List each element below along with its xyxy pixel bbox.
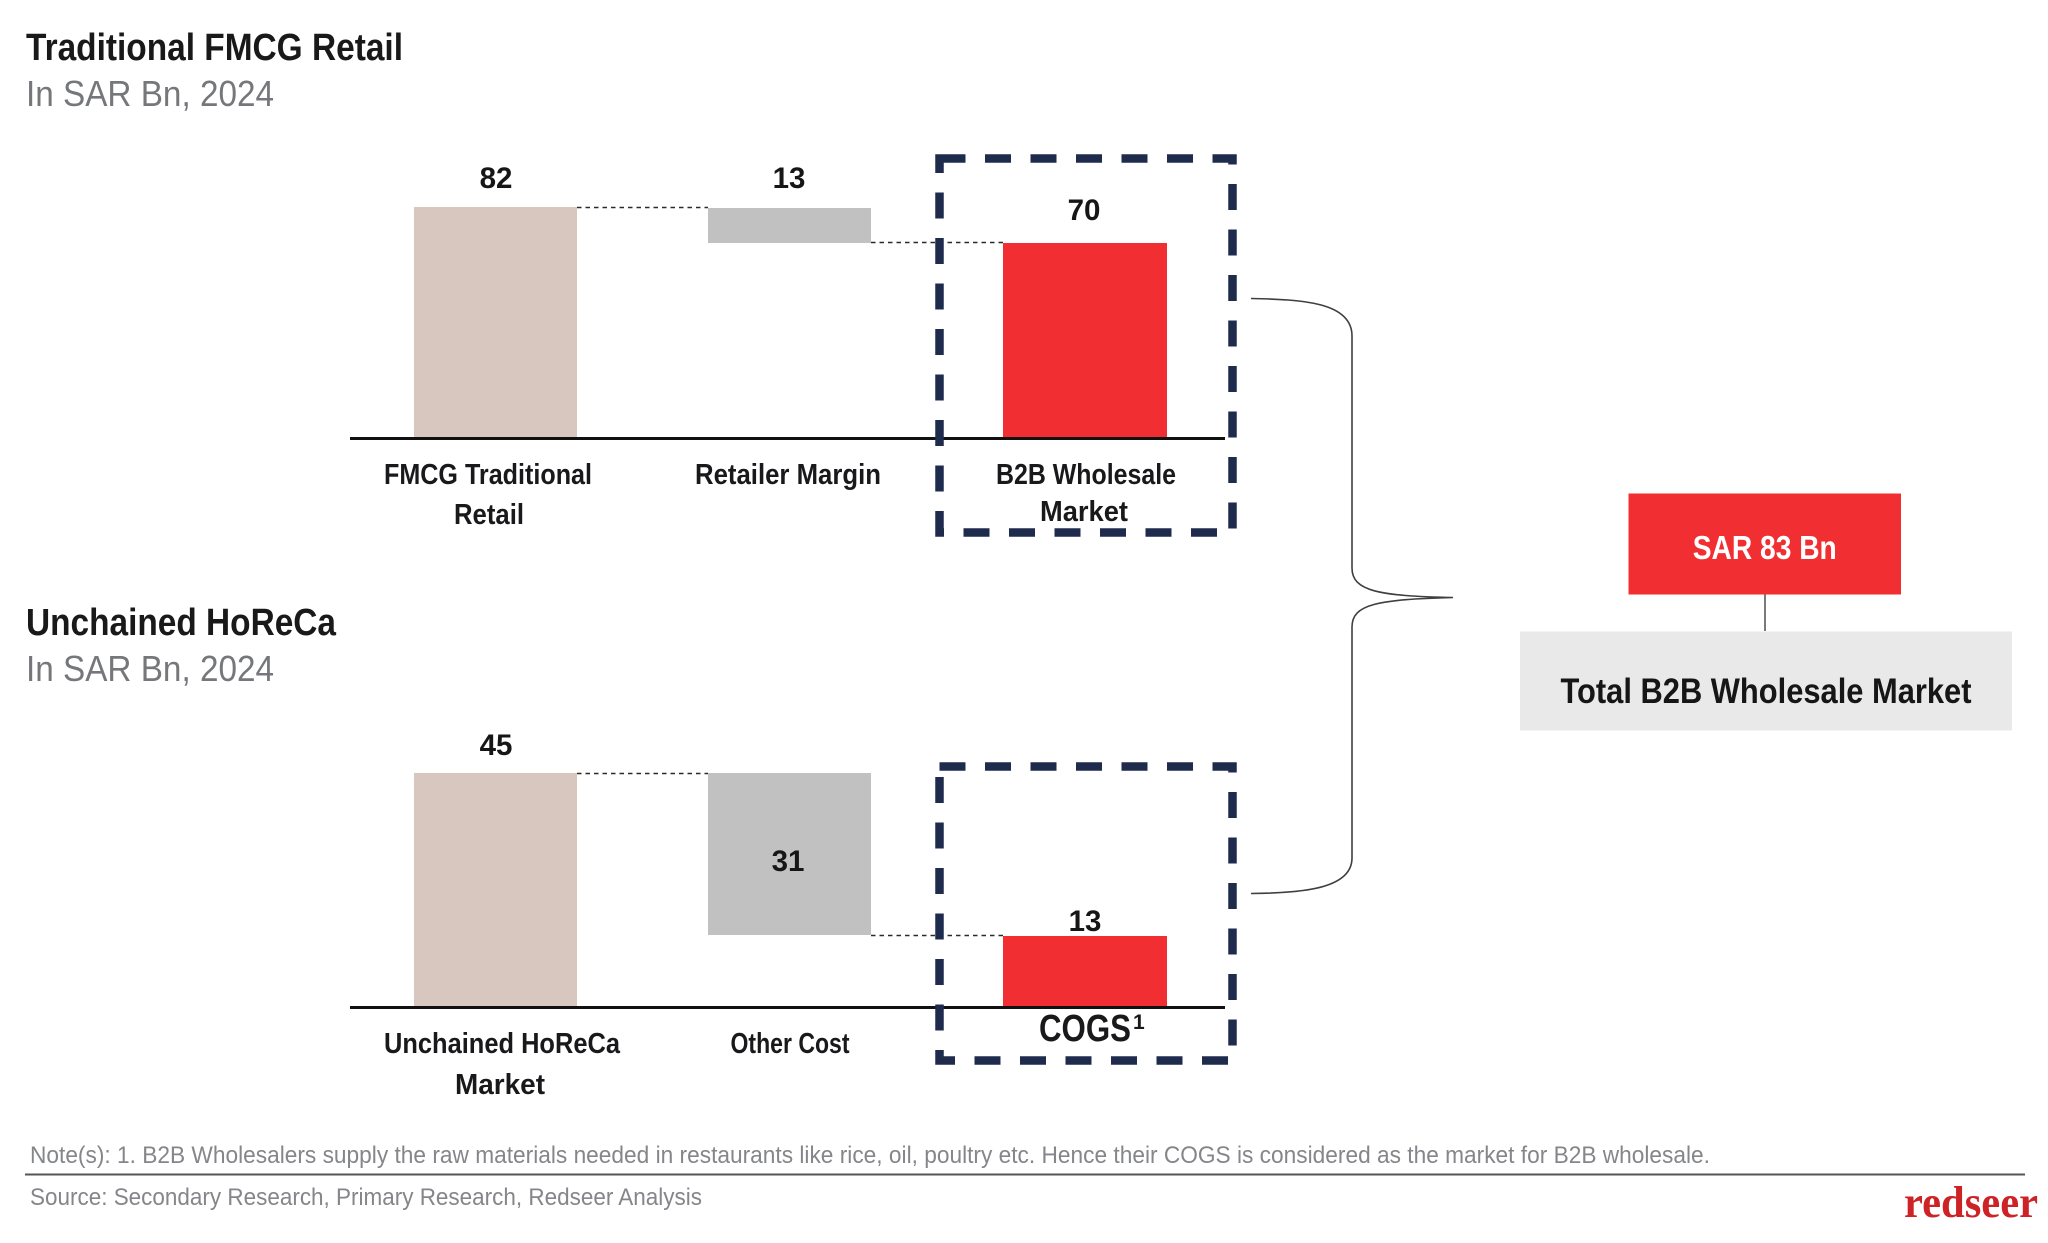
svg-text:13: 13 [1069,905,1102,938]
svg-text:In SAR Bn, 2024: In SAR Bn, 2024 [26,73,274,114]
svg-text:Unchained HoReCa: Unchained HoReCa [26,602,337,644]
svg-text:Market: Market [1040,496,1128,528]
svg-text:31: 31 [772,845,805,878]
svg-text:Total B2B Wholesale Market: Total B2B Wholesale Market [1561,672,1972,711]
svg-text:In SAR Bn, 2024: In SAR Bn, 2024 [26,648,274,689]
svg-text:COGS: COGS [1039,1008,1131,1050]
svg-text:Retailer Margin: Retailer Margin [695,459,881,491]
svg-text:Note(s): 1. B2B Wholesalers su: Note(s): 1. B2B Wholesalers supply the r… [30,1142,1710,1169]
svg-text:82: 82 [480,162,513,195]
svg-text:Market: Market [455,1069,545,1101]
svg-text:SAR 83 Bn: SAR 83 Bn [1693,529,1837,566]
svg-text:Unchained HoReCa: Unchained HoReCa [384,1028,621,1060]
svg-text:B2B Wholesale: B2B Wholesale [996,459,1176,491]
svg-text:redseer: redseer [1904,1178,2038,1227]
svg-text:Traditional FMCG Retail: Traditional FMCG Retail [26,27,403,69]
svg-text:13: 13 [773,162,806,195]
svg-text:Retail: Retail [454,499,524,531]
svg-text:Other Cost: Other Cost [731,1028,850,1060]
svg-text:1: 1 [1133,1011,1145,1034]
svg-text:FMCG Traditional: FMCG Traditional [384,459,592,491]
svg-text:70: 70 [1068,194,1101,227]
svg-text:Source: Secondary Research, Pr: Source: Secondary Research, Primary Rese… [30,1184,702,1211]
svg-text:45: 45 [480,729,513,762]
